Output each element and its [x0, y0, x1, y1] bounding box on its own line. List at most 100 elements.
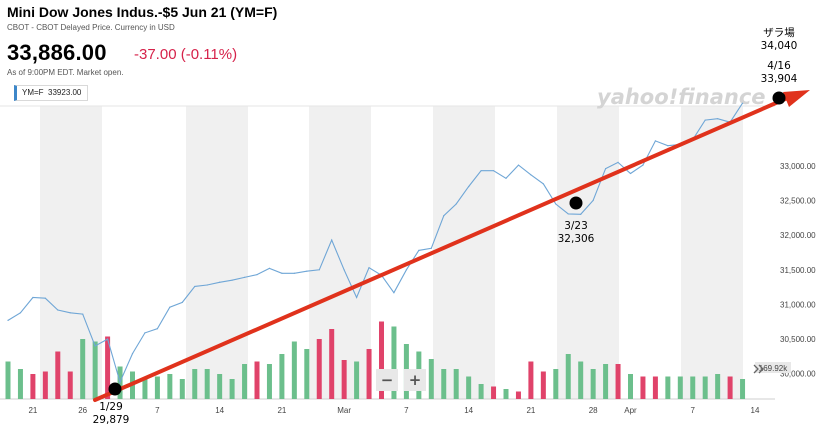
volume-tag-label: 169.92k [759, 364, 788, 373]
price-point [555, 203, 557, 205]
volume-bar [727, 376, 733, 399]
marker-apr16 [772, 91, 786, 105]
price-point [107, 338, 109, 340]
price-point [306, 270, 308, 272]
price-point [605, 168, 607, 170]
volume-bar [503, 389, 509, 399]
price-point [717, 118, 719, 120]
volume-bar [105, 336, 111, 399]
volume-bar [279, 354, 285, 399]
trend-arrow-head [783, 90, 810, 107]
price-point [443, 215, 445, 217]
y-tick-label: 30,500.00 [780, 335, 816, 344]
price-point [243, 276, 246, 279]
week-stripe [40, 106, 102, 399]
annotation-mar23-date: 3/23 [564, 220, 588, 232]
volume-bar [652, 376, 658, 399]
y-tick-label: 32,500.00 [780, 196, 816, 205]
volume-bar [603, 364, 609, 399]
price-point [530, 174, 532, 176]
volume-bar [316, 339, 322, 399]
price-point [517, 164, 520, 166]
x-tick-label: 21 [277, 406, 286, 415]
price-point [343, 269, 345, 271]
as-of-timestamp: As of 9:00PM EDT. Market open. [7, 68, 124, 77]
trend-arrow-line [93, 94, 794, 402]
price-point [231, 279, 233, 281]
price-point [480, 170, 482, 172]
volume-bar [466, 376, 472, 399]
y-tick-label: 33,000.00 [780, 162, 816, 171]
zoom-out-icon: − [381, 371, 394, 389]
x-tick-label: Mar [337, 406, 351, 415]
volume-bar [5, 361, 11, 399]
annotation-intraday-label: ザラ場 [763, 26, 795, 39]
price-point [57, 309, 59, 311]
price-point [580, 213, 582, 215]
volume-bar [428, 359, 434, 399]
price-point [567, 213, 569, 215]
price-point [32, 296, 34, 299]
legend-symbol: YM=F [22, 88, 44, 97]
price-point [331, 239, 333, 241]
price-point [293, 272, 295, 274]
volume-bar [391, 326, 397, 399]
price-point [268, 267, 271, 270]
volume-bar [30, 374, 36, 399]
volume-bar [329, 329, 335, 399]
price-point [430, 247, 432, 249]
series-legend[interactable]: YM=F 33923.00 [14, 85, 89, 101]
volume-bar [17, 369, 23, 399]
x-tick-label: 14 [464, 406, 473, 415]
week-stripe [557, 106, 619, 399]
price-point [505, 177, 507, 179]
volume-bar [628, 374, 633, 399]
price-point [181, 301, 183, 303]
volume-bar [254, 361, 260, 399]
double-chevron-right-icon[interactable] [753, 364, 764, 374]
volume-bar [702, 376, 708, 399]
volume-bar [665, 376, 671, 399]
volume-bar [154, 376, 160, 399]
volume-bar [55, 351, 61, 399]
volume-bar [266, 364, 272, 399]
volume-bar [615, 364, 621, 399]
zoom-in-icon: + [409, 371, 422, 389]
price-point [629, 172, 632, 175]
y-axis-ticks: 30,000.00 30,500.00 31,000.00 31,500.00 32,0… [780, 162, 816, 379]
price-point [492, 170, 495, 172]
volume-bar [92, 341, 98, 399]
current-price: 33,886.00 [7, 40, 107, 65]
price-point [455, 203, 457, 205]
y-tick-label: 31,000.00 [780, 300, 816, 309]
price-point [318, 269, 320, 271]
volume-bar [379, 321, 384, 399]
zoom-in-button[interactable] [404, 369, 426, 391]
price-point [542, 183, 544, 185]
price-point [82, 313, 84, 315]
x-tick-label: 7 [155, 406, 160, 415]
volume-bar [179, 379, 185, 399]
volume-bar [491, 386, 497, 399]
marker-mar23 [569, 196, 583, 210]
week-stripe [681, 106, 743, 399]
price-point [169, 306, 171, 308]
volume-bar [229, 379, 235, 399]
x-axis-ticks: 21 26 7 14 21 Mar 7 14 21 28 Apr 7 14 [28, 406, 760, 415]
annotation-jan29-value: 29,879 [93, 414, 130, 426]
volume-bar [553, 369, 559, 399]
x-tick-label: 14 [751, 406, 760, 415]
price-point [281, 272, 283, 274]
x-tick-label: 28 [589, 406, 598, 415]
price-point [206, 284, 208, 286]
price-point [7, 319, 9, 321]
volume-bar [217, 374, 223, 399]
x-tick-label: 26 [78, 406, 87, 415]
y-tick-label: 32,000.00 [780, 231, 816, 240]
y-tick-label: 30,000.00 [780, 370, 816, 379]
volume-bar [565, 354, 571, 399]
volume-bar [142, 379, 148, 399]
zoom-out-button[interactable] [376, 369, 398, 391]
price-point [704, 119, 706, 121]
